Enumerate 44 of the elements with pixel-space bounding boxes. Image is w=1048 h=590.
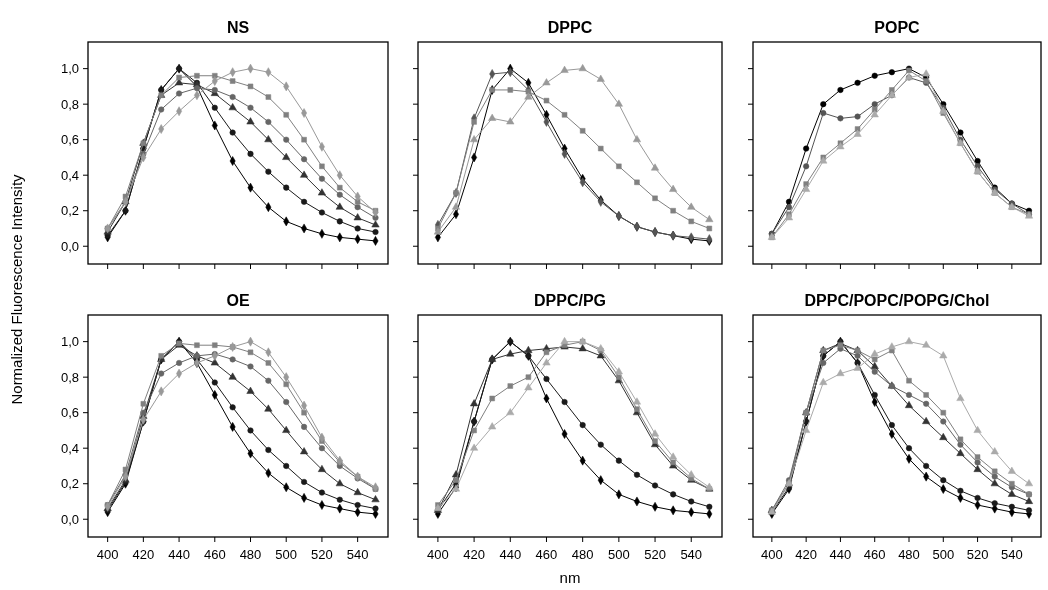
- y-tick-label: 0,6: [60, 132, 79, 148]
- x-tick-label: 420: [795, 547, 817, 562]
- chart-title: DPPC: [547, 19, 593, 36]
- x-tick-label: 520: [966, 547, 989, 562]
- x-tick-label: 480: [239, 547, 262, 562]
- y-axis-title: Normalized Fluorescence Intensity: [8, 173, 25, 405]
- x-tick-label: 420: [463, 547, 485, 562]
- y-tick-label: 0,2: [60, 203, 79, 219]
- x-tick-label: 400: [427, 547, 449, 562]
- chart-title: DPPC/POPC/POPG/Chol: [804, 292, 990, 309]
- x-tick-label: 480: [898, 547, 920, 562]
- y-tick-label: 0,4: [60, 167, 79, 183]
- x-tick-label: 400: [96, 547, 119, 562]
- x-tick-label: 400: [761, 547, 783, 562]
- x-tick-label: 460: [203, 547, 226, 562]
- x-tick-label: 440: [168, 547, 190, 562]
- chart-title: OE: [226, 292, 250, 309]
- x-tick-label: 420: [132, 547, 155, 562]
- x-tick-label: 520: [644, 547, 666, 562]
- y-tick-label: 0,2: [60, 476, 79, 492]
- x-axis-title: nm: [559, 569, 581, 586]
- x-tick-label: 540: [680, 547, 703, 562]
- x-tick-label: 440: [499, 547, 522, 562]
- y-tick-label: 0,4: [60, 440, 79, 456]
- x-tick-label: 540: [346, 547, 369, 562]
- y-tick-label: 0,8: [60, 96, 79, 112]
- y-tick-label: 1,0: [60, 61, 79, 77]
- y-tick-label: 0,8: [60, 369, 79, 385]
- x-tick-label: 440: [829, 547, 852, 562]
- x-tick-label: 460: [535, 547, 558, 562]
- chart-title: POPC: [874, 19, 921, 36]
- y-tick-label: 0,6: [60, 405, 79, 421]
- y-tick-label: 0,0: [60, 511, 79, 527]
- y-tick-label: 1,0: [60, 334, 79, 350]
- x-tick-label: 460: [863, 547, 886, 562]
- x-tick-label: 500: [932, 547, 955, 562]
- x-tick-label: 500: [608, 547, 630, 562]
- x-tick-label: 500: [275, 547, 298, 562]
- chart-title: NS: [226, 19, 250, 36]
- chart-title: DPPC/PG: [533, 292, 607, 309]
- x-tick-label: 480: [571, 547, 594, 562]
- x-tick-label: 540: [1001, 547, 1023, 562]
- y-tick-label: 0,0: [60, 238, 79, 254]
- x-tick-label: 520: [311, 547, 333, 562]
